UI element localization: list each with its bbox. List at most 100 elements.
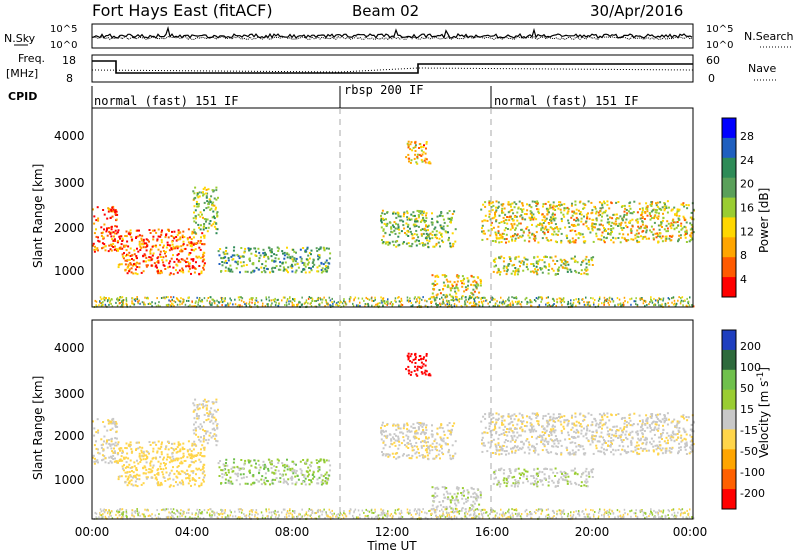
velocity-point [203, 435, 205, 437]
power-point [418, 226, 420, 228]
power-point [484, 201, 486, 203]
velocity-point [554, 426, 556, 428]
velocity-point [419, 366, 421, 368]
power-point [246, 305, 248, 307]
power-point [294, 298, 296, 300]
velocity-point [265, 477, 267, 479]
power-point [605, 237, 607, 239]
velocity-point [169, 461, 171, 463]
power-point [676, 227, 678, 229]
power-point [321, 302, 323, 304]
power-point [448, 237, 450, 239]
power-point [437, 293, 439, 295]
power-point [93, 215, 95, 217]
velocity-point [286, 482, 288, 484]
power-point [474, 284, 476, 286]
power-point [241, 265, 243, 267]
velocity-point [610, 446, 612, 448]
power-point [165, 251, 167, 253]
power-point [169, 266, 171, 268]
velocity-point [303, 476, 305, 478]
velocity-point [606, 427, 608, 429]
velocity-point [636, 442, 638, 444]
power-point [415, 218, 417, 220]
velocity-point [192, 479, 194, 481]
velocity-point [425, 374, 427, 376]
power-point [495, 304, 497, 306]
velocity-point [519, 413, 521, 415]
power-point [112, 243, 114, 245]
power-point [555, 217, 557, 219]
velocity-point [183, 455, 185, 457]
velocity-point [395, 435, 397, 437]
power-point [368, 304, 370, 306]
velocity-point [231, 483, 233, 485]
velocity-point [182, 447, 184, 449]
power-point [678, 296, 680, 298]
power-point [657, 218, 659, 220]
power-point [329, 252, 331, 254]
velocity-point [306, 470, 308, 472]
power-point [384, 232, 386, 234]
power-point [358, 305, 360, 307]
power-point [100, 226, 102, 228]
velocity-point [294, 476, 296, 478]
velocity-point [157, 482, 159, 484]
power-point [248, 247, 250, 249]
power-point [684, 300, 686, 302]
velocity-point [217, 409, 219, 411]
power-point [426, 212, 428, 214]
power-point [553, 231, 555, 233]
power-point [581, 218, 583, 220]
power-point [173, 296, 175, 298]
power-point [266, 268, 268, 270]
power-point [685, 233, 687, 235]
velocity-point [111, 419, 113, 421]
power-point [119, 238, 121, 240]
power-point [402, 221, 404, 223]
power-point [673, 296, 675, 298]
power-point [437, 216, 439, 218]
velocity-point [203, 441, 205, 443]
power-point [574, 256, 576, 258]
power-point [518, 300, 520, 302]
velocity-point [131, 479, 133, 481]
power-point [207, 203, 209, 205]
power-point [193, 229, 195, 231]
power-point [671, 302, 673, 304]
velocity-point [113, 443, 115, 445]
power-point [191, 300, 193, 302]
power-point [620, 227, 622, 229]
power-point [592, 219, 594, 221]
velocity-point [127, 479, 129, 481]
power-point [409, 297, 411, 299]
power-point [392, 213, 394, 215]
power-point [339, 302, 341, 304]
power-point [610, 301, 612, 303]
power-point [668, 223, 670, 225]
velocity-point [295, 472, 297, 474]
power-point [533, 257, 535, 259]
power-point [171, 258, 173, 260]
velocity-point [113, 448, 115, 450]
power-point [305, 266, 307, 268]
power-point [195, 218, 197, 220]
velocity-point [392, 425, 394, 427]
velocity-point [203, 481, 205, 483]
power-point [177, 304, 179, 306]
power-point [172, 267, 174, 269]
velocity-point [472, 493, 474, 495]
power-point [558, 267, 560, 269]
velocity-point [410, 355, 412, 357]
power-point [226, 253, 228, 255]
power-point [543, 256, 545, 258]
velocity-point [163, 457, 165, 459]
velocity-point [172, 460, 174, 462]
power-point [585, 258, 587, 260]
power-point [599, 298, 601, 300]
power-point [459, 298, 461, 300]
power-point [527, 268, 529, 270]
power-point [515, 301, 517, 303]
velocity-point [650, 427, 652, 429]
power-point [553, 219, 555, 221]
